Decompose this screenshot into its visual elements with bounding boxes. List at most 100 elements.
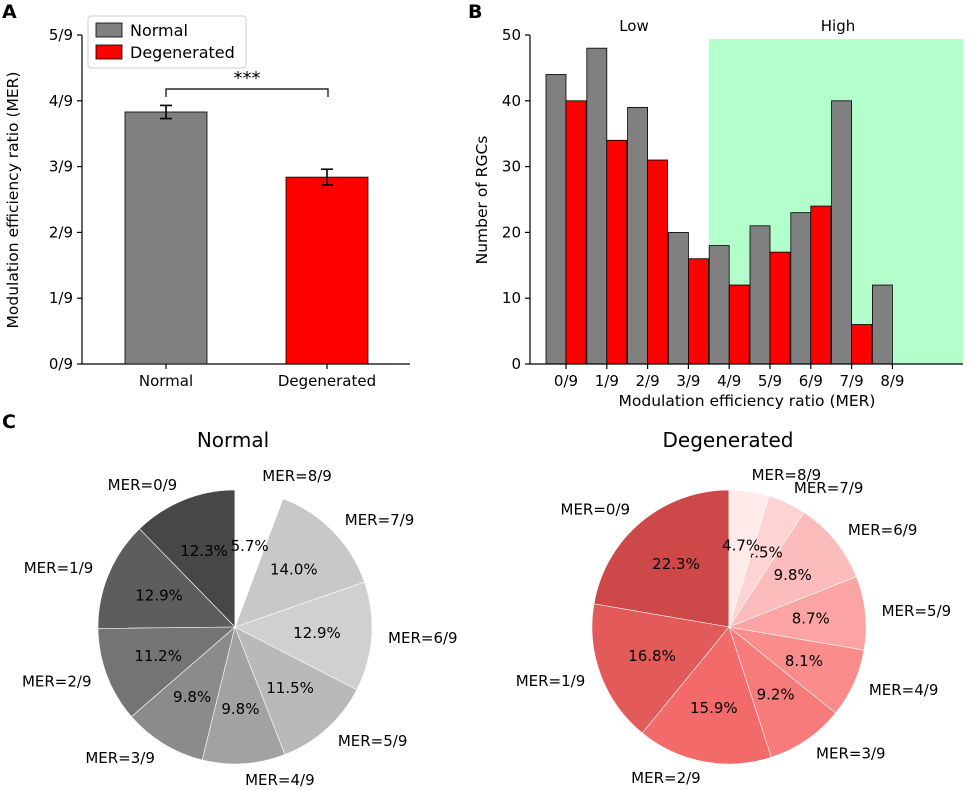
pie-pct-label: 12.3%: [180, 542, 228, 560]
pie-slice-normal-mer-3-9: [131, 626, 236, 761]
pie-category-label: MER=5/9: [338, 732, 408, 750]
pie-pct-label: 5.7%: [231, 537, 269, 555]
y-tick-label: 10: [502, 289, 521, 307]
x-tick-label: 2/9: [636, 372, 660, 390]
y-tick-label: 50: [502, 26, 521, 44]
bar-degenerated: [285, 176, 369, 365]
pie-slice-normal-mer-1-9: [97, 528, 236, 629]
pie-slice-normal-mer-0-9: [139, 489, 236, 628]
pie-pct-label: 15.9%: [690, 699, 738, 717]
pie-chart-degenerated: Degenerated 22.3% MER=0/9 16.8% MER=1/9 15.9…: [516, 428, 951, 787]
pie-slice-normal-mer-6-9: [234, 581, 373, 691]
pie-title-normal: Normal: [197, 428, 269, 452]
pie-slice-degenerated-mer-1-9: [591, 603, 730, 734]
bar-normal-7-9: [831, 100, 852, 365]
pie-slice-normal-mer-5-9: [234, 626, 358, 755]
pie-category-label: MER=0/9: [108, 476, 178, 494]
panel-b-x-axis-label: Modulation efficiency ratio (MER): [619, 392, 876, 410]
legend-swatch-normal: [95, 22, 123, 38]
pie-slice-degenerated-mer-2-9: [641, 626, 772, 765]
legend-label-degenerated: Degenerated: [130, 43, 235, 62]
legend-box: [87, 15, 247, 69]
pie-pct-label: 9.8%: [774, 566, 812, 584]
bar-normal-8-9: [872, 284, 893, 365]
x-tick-label: 0/9: [554, 372, 578, 390]
y-tick-label: 0: [511, 355, 521, 373]
pie-slice-normal-mer-8-9: [234, 489, 284, 628]
y-tick-label: 4/9: [49, 92, 73, 110]
bar-degenerated-7-9: [851, 324, 872, 365]
x-tick-label: 8/9: [880, 372, 904, 390]
bar-normal-4-9: [708, 245, 730, 365]
region-label-low: Low: [619, 17, 649, 35]
panel-letter-c: C: [2, 411, 16, 433]
legend-label-normal: Normal: [130, 21, 188, 40]
y-tick-label: 40: [502, 92, 521, 110]
x-tick-label: Degenerated: [278, 372, 376, 390]
panel-a-chart: 0/9 1/9 2/9 3/9 4/9 5/9 Normal Degenerated Mod…: [4, 15, 410, 390]
pie-pct-label: 22.3%: [652, 555, 700, 573]
pie-pct-label: 9.8%: [173, 688, 211, 706]
panel-a-y-axis-label: Modulation efficiency ratio (MER): [4, 72, 22, 329]
pie-pct-label: 12.9%: [135, 586, 183, 604]
x-tick-label: 5/9: [758, 372, 782, 390]
y-tick-label: 5/9: [49, 26, 73, 44]
region-label-high: High: [821, 17, 855, 35]
pie-category-label: MER=3/9: [816, 744, 886, 762]
pie-pct-label: 4.5%: [745, 544, 783, 562]
pie-pct-label: 11.2%: [134, 647, 182, 665]
pie-category-label: MER=8/9: [262, 467, 332, 485]
pie-pct-label: 11.5%: [266, 679, 314, 697]
bar-normal-1-9: [586, 47, 608, 365]
pie-category-label: MER=2/9: [22, 672, 92, 690]
pie-category-label: MER=6/9: [388, 629, 458, 647]
pie-category-label: MER=5/9: [882, 602, 952, 620]
x-tick-label: 3/9: [676, 372, 700, 390]
pie-pct-label: 16.8%: [628, 647, 676, 665]
pie-category-label: MER=7/9: [794, 479, 864, 497]
pie-category-label: MER=6/9: [848, 521, 918, 539]
pie-category-label: MER=8/9: [752, 466, 822, 484]
pie-category-label: MER=4/9: [245, 771, 315, 789]
panel-letter-b: B: [468, 1, 482, 23]
y-tick-label: 30: [502, 158, 521, 176]
pie-category-label: MER=2/9: [631, 769, 701, 787]
pie-category-label: MER=1/9: [24, 559, 94, 577]
bar-degenerated-4-9: [728, 284, 750, 365]
pie-slice-degenerated-mer-3-9: [728, 626, 837, 758]
pie-slice-normal-mer-7-9: [234, 498, 365, 628]
pie-slice-degenerated-mer-8-9: [728, 489, 770, 628]
pie-pct-label: 8.7%: [792, 609, 830, 627]
bar-normal-0-9: [545, 74, 567, 365]
pie-slice-normal-mer-4-9: [201, 626, 286, 765]
panel-a-legend: Normal Degenerated: [87, 15, 247, 69]
legend-swatch-degenerated: [95, 44, 123, 60]
pie-pct-label: 12.9%: [293, 624, 341, 642]
pie-category-label: MER=7/9: [345, 511, 415, 529]
x-tick-label: 6/9: [799, 372, 823, 390]
pie-slice-normal-mer-2-9: [97, 626, 236, 718]
y-tick-label: 0/9: [49, 355, 73, 373]
x-tick-label: 1/9: [595, 372, 619, 390]
bar-normal: [124, 111, 208, 365]
bar-degenerated-1-9: [606, 139, 628, 365]
significance-marker: ***: [234, 68, 261, 89]
bar-normal-6-9: [790, 212, 812, 365]
x-tick-label: 7/9: [840, 372, 864, 390]
pie-slice-degenerated-mer-0-9: [593, 489, 730, 628]
pie-pct-label: 9.2%: [757, 686, 795, 704]
panel-b-y-axis-label: Number of RGCs: [473, 136, 491, 265]
panel-letter-a: A: [2, 1, 17, 23]
significance-bracket: [165, 88, 329, 97]
pie-category-label: MER=0/9: [561, 501, 631, 519]
bar-degenerated-6-9: [810, 205, 832, 365]
y-tick-label: 20: [502, 223, 521, 241]
y-tick-label: 1/9: [49, 289, 73, 307]
pie-slice-degenerated-mer-6-9: [728, 511, 857, 628]
x-tick-label: Normal: [139, 372, 193, 390]
bar-degenerated-5-9: [769, 251, 791, 365]
pie-pct-label: 14.0%: [270, 561, 318, 579]
pie-pct-label: 8.1%: [785, 652, 823, 670]
pie-chart-normal: Normal 12.3% MER=0/9 12.9% MER=1/9 11.2% MER=…: [22, 428, 458, 789]
pie-pct-label: 4.7%: [722, 537, 760, 555]
